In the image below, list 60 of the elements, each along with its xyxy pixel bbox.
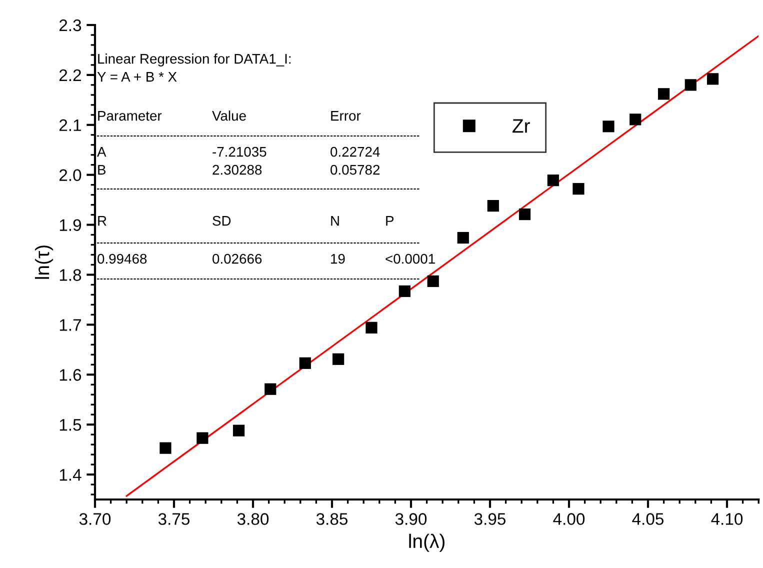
- annotation: B: [98, 165, 106, 175]
- annotation: 0.99468: [98, 254, 147, 264]
- point: [427, 275, 439, 288]
- y-tick-label: 1.5: [60, 419, 82, 431]
- y-tick-label: 2.3: [59, 19, 82, 32]
- annotation: 2.30288: [212, 164, 262, 175]
- x-tick-label: 4.00: [553, 513, 585, 525]
- point: [487, 200, 499, 212]
- annotation: Parameter: [98, 111, 162, 121]
- annotation: N: [331, 216, 339, 226]
- point: [332, 353, 344, 365]
- x-tick-label: 3.90: [395, 513, 427, 525]
- point: [264, 383, 276, 395]
- annotation: Y = A + B * X: [97, 72, 177, 82]
- x-tick-label: 3.75: [158, 513, 190, 525]
- x-axis-title: ln(λ): [409, 534, 444, 552]
- point: [398, 285, 410, 298]
- annotation: SD: [212, 216, 231, 226]
- point: [630, 114, 642, 126]
- x-tick-label: 3.95: [474, 513, 506, 525]
- y-tick-label: 1.8: [60, 269, 82, 281]
- point: [572, 183, 584, 195]
- y-tick-label: 1.6: [60, 369, 82, 381]
- annotation: A: [97, 147, 106, 157]
- point: [366, 322, 378, 334]
- y-tick-label: 1.7: [60, 319, 81, 331]
- annotation: Error: [331, 111, 361, 121]
- y-tick-label: 2.2: [59, 69, 81, 81]
- y-tick-label: 1.4: [60, 469, 82, 481]
- annotation: 0.22724: [330, 146, 380, 157]
- point: [232, 424, 245, 436]
- x-tick-label: 4.10: [711, 513, 743, 525]
- y-tick-label: 1.9: [60, 219, 82, 231]
- point: [602, 120, 614, 132]
- annotation: <0.0001: [386, 254, 435, 264]
- y-axis-title: ln(τ): [34, 246, 54, 279]
- x-tick-label: 3.85: [316, 513, 348, 525]
- y-tick-label: 2.1: [59, 119, 81, 131]
- x-tick-label: 3.70: [79, 513, 111, 525]
- x-tick-label: 3.80: [237, 513, 269, 525]
- point: [299, 357, 311, 369]
- point: [518, 208, 531, 220]
- point: [196, 432, 208, 444]
- annotation: 0.05782: [330, 164, 380, 175]
- point: [457, 232, 469, 244]
- annotation: R: [98, 216, 106, 226]
- point: [547, 174, 560, 186]
- point: [706, 73, 719, 85]
- annotation: 19: [331, 254, 345, 264]
- point: [160, 442, 172, 454]
- point: [684, 79, 696, 91]
- x-tick-label: 4.05: [632, 513, 664, 525]
- point: [658, 88, 670, 100]
- annotation: Value: [212, 110, 246, 121]
- annotation: Linear Regression for DATA1_I:: [98, 54, 291, 66]
- annotation: P: [386, 216, 394, 226]
- annotation: 0.02666: [212, 254, 262, 264]
- annotation: -7.21035: [212, 146, 266, 157]
- y-tick-label: 2.0: [59, 169, 82, 182]
- legend-label: Zr: [512, 119, 530, 133]
